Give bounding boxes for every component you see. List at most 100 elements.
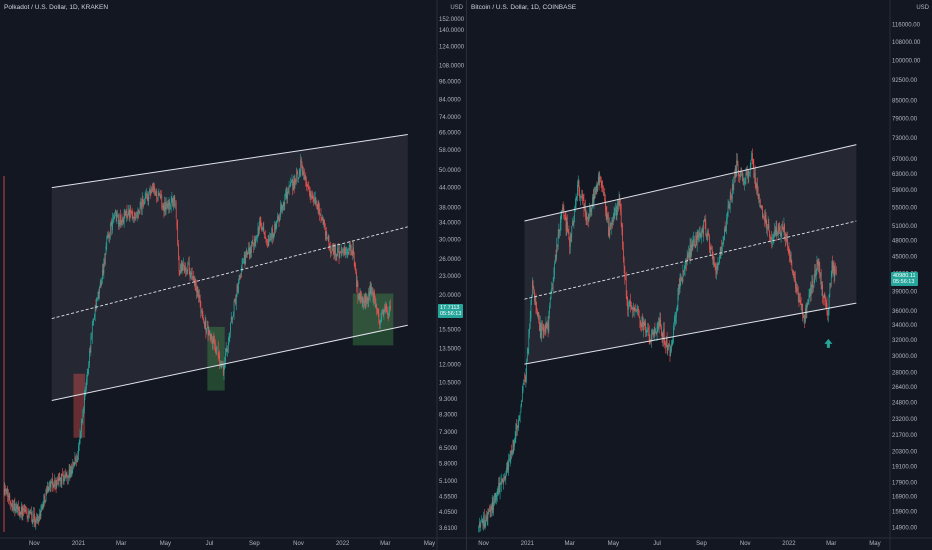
- candle-body: [695, 235, 697, 247]
- y-tick-label: 63000.00: [892, 172, 918, 178]
- x-tick-label: 2022: [782, 541, 796, 547]
- candle-body: [65, 474, 66, 478]
- channel-fill: [51, 134, 408, 401]
- y-tick-label: 108000.00: [892, 40, 921, 46]
- candle-body: [232, 316, 234, 320]
- candle-body: [835, 269, 836, 270]
- candle-body: [519, 412, 521, 416]
- candle-body: [37, 520, 39, 522]
- candle-body: [624, 266, 626, 278]
- candle-body: [299, 171, 301, 174]
- candle-body: [612, 218, 614, 223]
- candle-body: [99, 282, 101, 287]
- candle-body: [511, 450, 512, 455]
- candle-body: [744, 178, 746, 182]
- candle-body: [751, 153, 753, 160]
- candle-body: [324, 226, 326, 235]
- candle-body: [538, 312, 540, 323]
- chart-canvas-polkadot[interactable]: 152.0000 140.0000 124.0000 108.0000 96.0000 8…: [0, 0, 466, 550]
- candle-body: [382, 310, 384, 315]
- candle-body: [635, 308, 636, 310]
- candle-body: [30, 512, 32, 513]
- candle-body: [670, 351, 672, 357]
- candle-body: [15, 508, 16, 512]
- candle-body: [235, 296, 237, 304]
- candle-body: [246, 250, 247, 258]
- candle-body: [128, 210, 129, 216]
- candle-body: [264, 234, 266, 239]
- candle-body: [807, 300, 809, 303]
- candle-body: [742, 171, 743, 181]
- candle-body: [704, 219, 706, 223]
- candle-body: [175, 204, 177, 219]
- candle-body: [267, 240, 268, 242]
- candle-body: [57, 479, 59, 481]
- candle-body: [152, 189, 154, 190]
- candle-body: [483, 515, 485, 527]
- candle-body: [724, 228, 725, 240]
- candle-body: [537, 312, 539, 316]
- candle-body: [256, 236, 257, 240]
- candle-body: [704, 219, 705, 221]
- channel-mid-line: [524, 220, 857, 300]
- candle-body: [134, 217, 136, 218]
- candle-body: [762, 216, 764, 218]
- candle-body: [52, 478, 53, 486]
- candle-body: [78, 445, 79, 455]
- candle-body: [660, 319, 661, 327]
- candle-body: [524, 380, 526, 382]
- candle-body: [783, 224, 785, 231]
- candle-body: [92, 320, 94, 322]
- candle-body: [316, 205, 318, 210]
- candle-body: [100, 282, 102, 285]
- candle-body: [290, 182, 291, 186]
- candle-body: [706, 233, 707, 239]
- candle-body: [730, 195, 732, 197]
- candle-body: [158, 193, 160, 195]
- chart-panel-bitcoin[interactable]: 116000.00 108000.00 100000.00 92500.00 85000…: [466, 0, 932, 550]
- chart-canvas-bitcoin[interactable]: 116000.00 108000.00 100000.00 92500.00 85000…: [467, 0, 932, 550]
- candle-body: [784, 224, 786, 234]
- y-tick-label: 5.8000: [439, 461, 458, 467]
- candle-body: [382, 310, 383, 314]
- y-tick-label: 108.0000: [439, 63, 465, 69]
- candle-body: [289, 185, 291, 187]
- last-price: 17.7113: [440, 305, 460, 312]
- candle-body: [352, 247, 354, 255]
- candle-body: [384, 305, 386, 312]
- y-tick-label: 59000.00: [892, 188, 918, 194]
- candle-body: [500, 483, 502, 485]
- candle-body: [508, 460, 510, 471]
- candle-body: [308, 187, 309, 190]
- candle-body: [521, 400, 522, 406]
- candle-body: [36, 517, 37, 521]
- candle-body: [732, 184, 734, 190]
- candle-body: [602, 186, 604, 193]
- candle-body: [603, 192, 605, 194]
- candle-body: [779, 228, 780, 232]
- candle-body: [590, 206, 591, 213]
- candle-body: [89, 350, 90, 366]
- chart-panel-polkadot[interactable]: 152.0000 140.0000 124.0000 108.0000 96.0000 8…: [0, 0, 466, 550]
- candle-body: [645, 322, 646, 333]
- candle-body: [86, 372, 88, 380]
- candle-body: [537, 310, 538, 316]
- candle-body: [133, 216, 135, 218]
- candle-body: [689, 244, 691, 258]
- candle-body: [345, 252, 347, 255]
- candle-body: [633, 307, 635, 310]
- candle-body: [157, 194, 159, 199]
- candle-body: [253, 243, 254, 247]
- candle-body: [629, 300, 631, 306]
- candle-body: [711, 247, 712, 249]
- candle-body: [297, 174, 299, 179]
- candle-body: [601, 181, 603, 186]
- candle-body: [170, 201, 172, 209]
- candle-body: [718, 262, 720, 264]
- candle-body: [63, 479, 65, 482]
- candle-body: [188, 262, 190, 272]
- candle-body: [680, 277, 682, 280]
- candle-body: [705, 222, 707, 234]
- candle-body: [17, 506, 19, 510]
- candle-body: [799, 299, 801, 302]
